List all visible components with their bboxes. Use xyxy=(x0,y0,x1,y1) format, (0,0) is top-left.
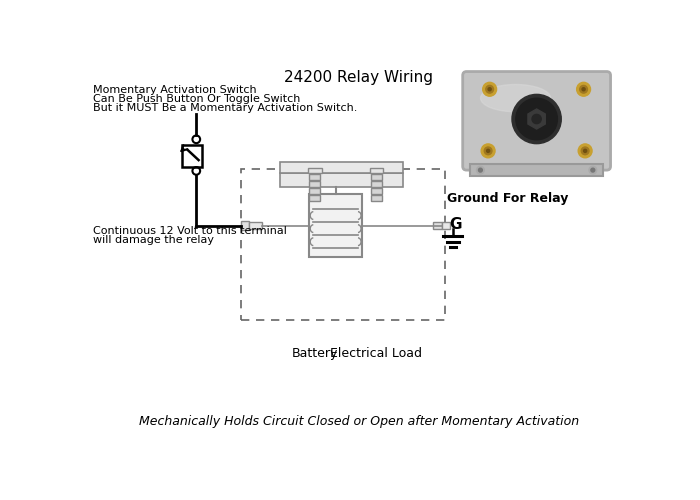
Text: Continuous 12 Volt to this terminal: Continuous 12 Volt to this terminal xyxy=(93,226,287,235)
Circle shape xyxy=(512,94,561,144)
Bar xyxy=(309,194,321,201)
Text: Electrical Load: Electrical Load xyxy=(330,347,423,360)
Bar xyxy=(371,174,382,180)
Bar xyxy=(183,146,202,167)
Text: 24200 Relay Wiring: 24200 Relay Wiring xyxy=(284,70,433,85)
Bar xyxy=(371,181,382,187)
Circle shape xyxy=(486,150,490,152)
Bar xyxy=(241,221,249,230)
Circle shape xyxy=(582,88,585,91)
Text: G: G xyxy=(449,216,462,232)
Circle shape xyxy=(589,166,596,174)
Circle shape xyxy=(479,168,482,172)
Bar xyxy=(470,164,603,175)
Circle shape xyxy=(577,82,591,96)
Circle shape xyxy=(481,144,495,158)
Text: Battery: Battery xyxy=(292,347,338,360)
Bar xyxy=(433,222,442,228)
Text: Mechanically Holds Circuit Closed or Open after Momentary Activation: Mechanically Holds Circuit Closed or Ope… xyxy=(139,415,579,428)
Bar xyxy=(370,168,384,173)
Text: But it MUST Be a Momentary Activation Switch.: But it MUST Be a Momentary Activation Sw… xyxy=(93,103,358,113)
Bar xyxy=(442,222,449,228)
Bar xyxy=(371,188,382,194)
Circle shape xyxy=(486,86,493,93)
Circle shape xyxy=(483,82,496,96)
Circle shape xyxy=(532,114,541,124)
Bar xyxy=(309,188,321,194)
Bar xyxy=(249,222,262,228)
Bar xyxy=(308,168,322,173)
Bar xyxy=(309,181,321,187)
Circle shape xyxy=(581,147,589,154)
Text: will damage the relay: will damage the relay xyxy=(93,235,214,245)
Circle shape xyxy=(580,86,587,93)
Bar xyxy=(280,162,403,173)
FancyBboxPatch shape xyxy=(463,72,610,170)
Circle shape xyxy=(578,144,592,158)
Text: Ground For Relay: Ground For Relay xyxy=(447,192,568,205)
Circle shape xyxy=(516,98,557,140)
Circle shape xyxy=(484,147,492,154)
Circle shape xyxy=(477,166,484,174)
Text: Momentary Activation Switch: Momentary Activation Switch xyxy=(93,84,257,94)
Circle shape xyxy=(584,150,587,152)
Bar xyxy=(309,194,362,257)
Bar xyxy=(309,174,321,180)
Bar xyxy=(241,170,445,320)
Bar xyxy=(371,194,382,201)
Bar xyxy=(280,173,403,187)
Circle shape xyxy=(591,168,595,172)
Ellipse shape xyxy=(481,84,551,112)
Circle shape xyxy=(488,88,491,91)
Text: Can Be Push Button Or Toggle Switch: Can Be Push Button Or Toggle Switch xyxy=(93,94,300,104)
